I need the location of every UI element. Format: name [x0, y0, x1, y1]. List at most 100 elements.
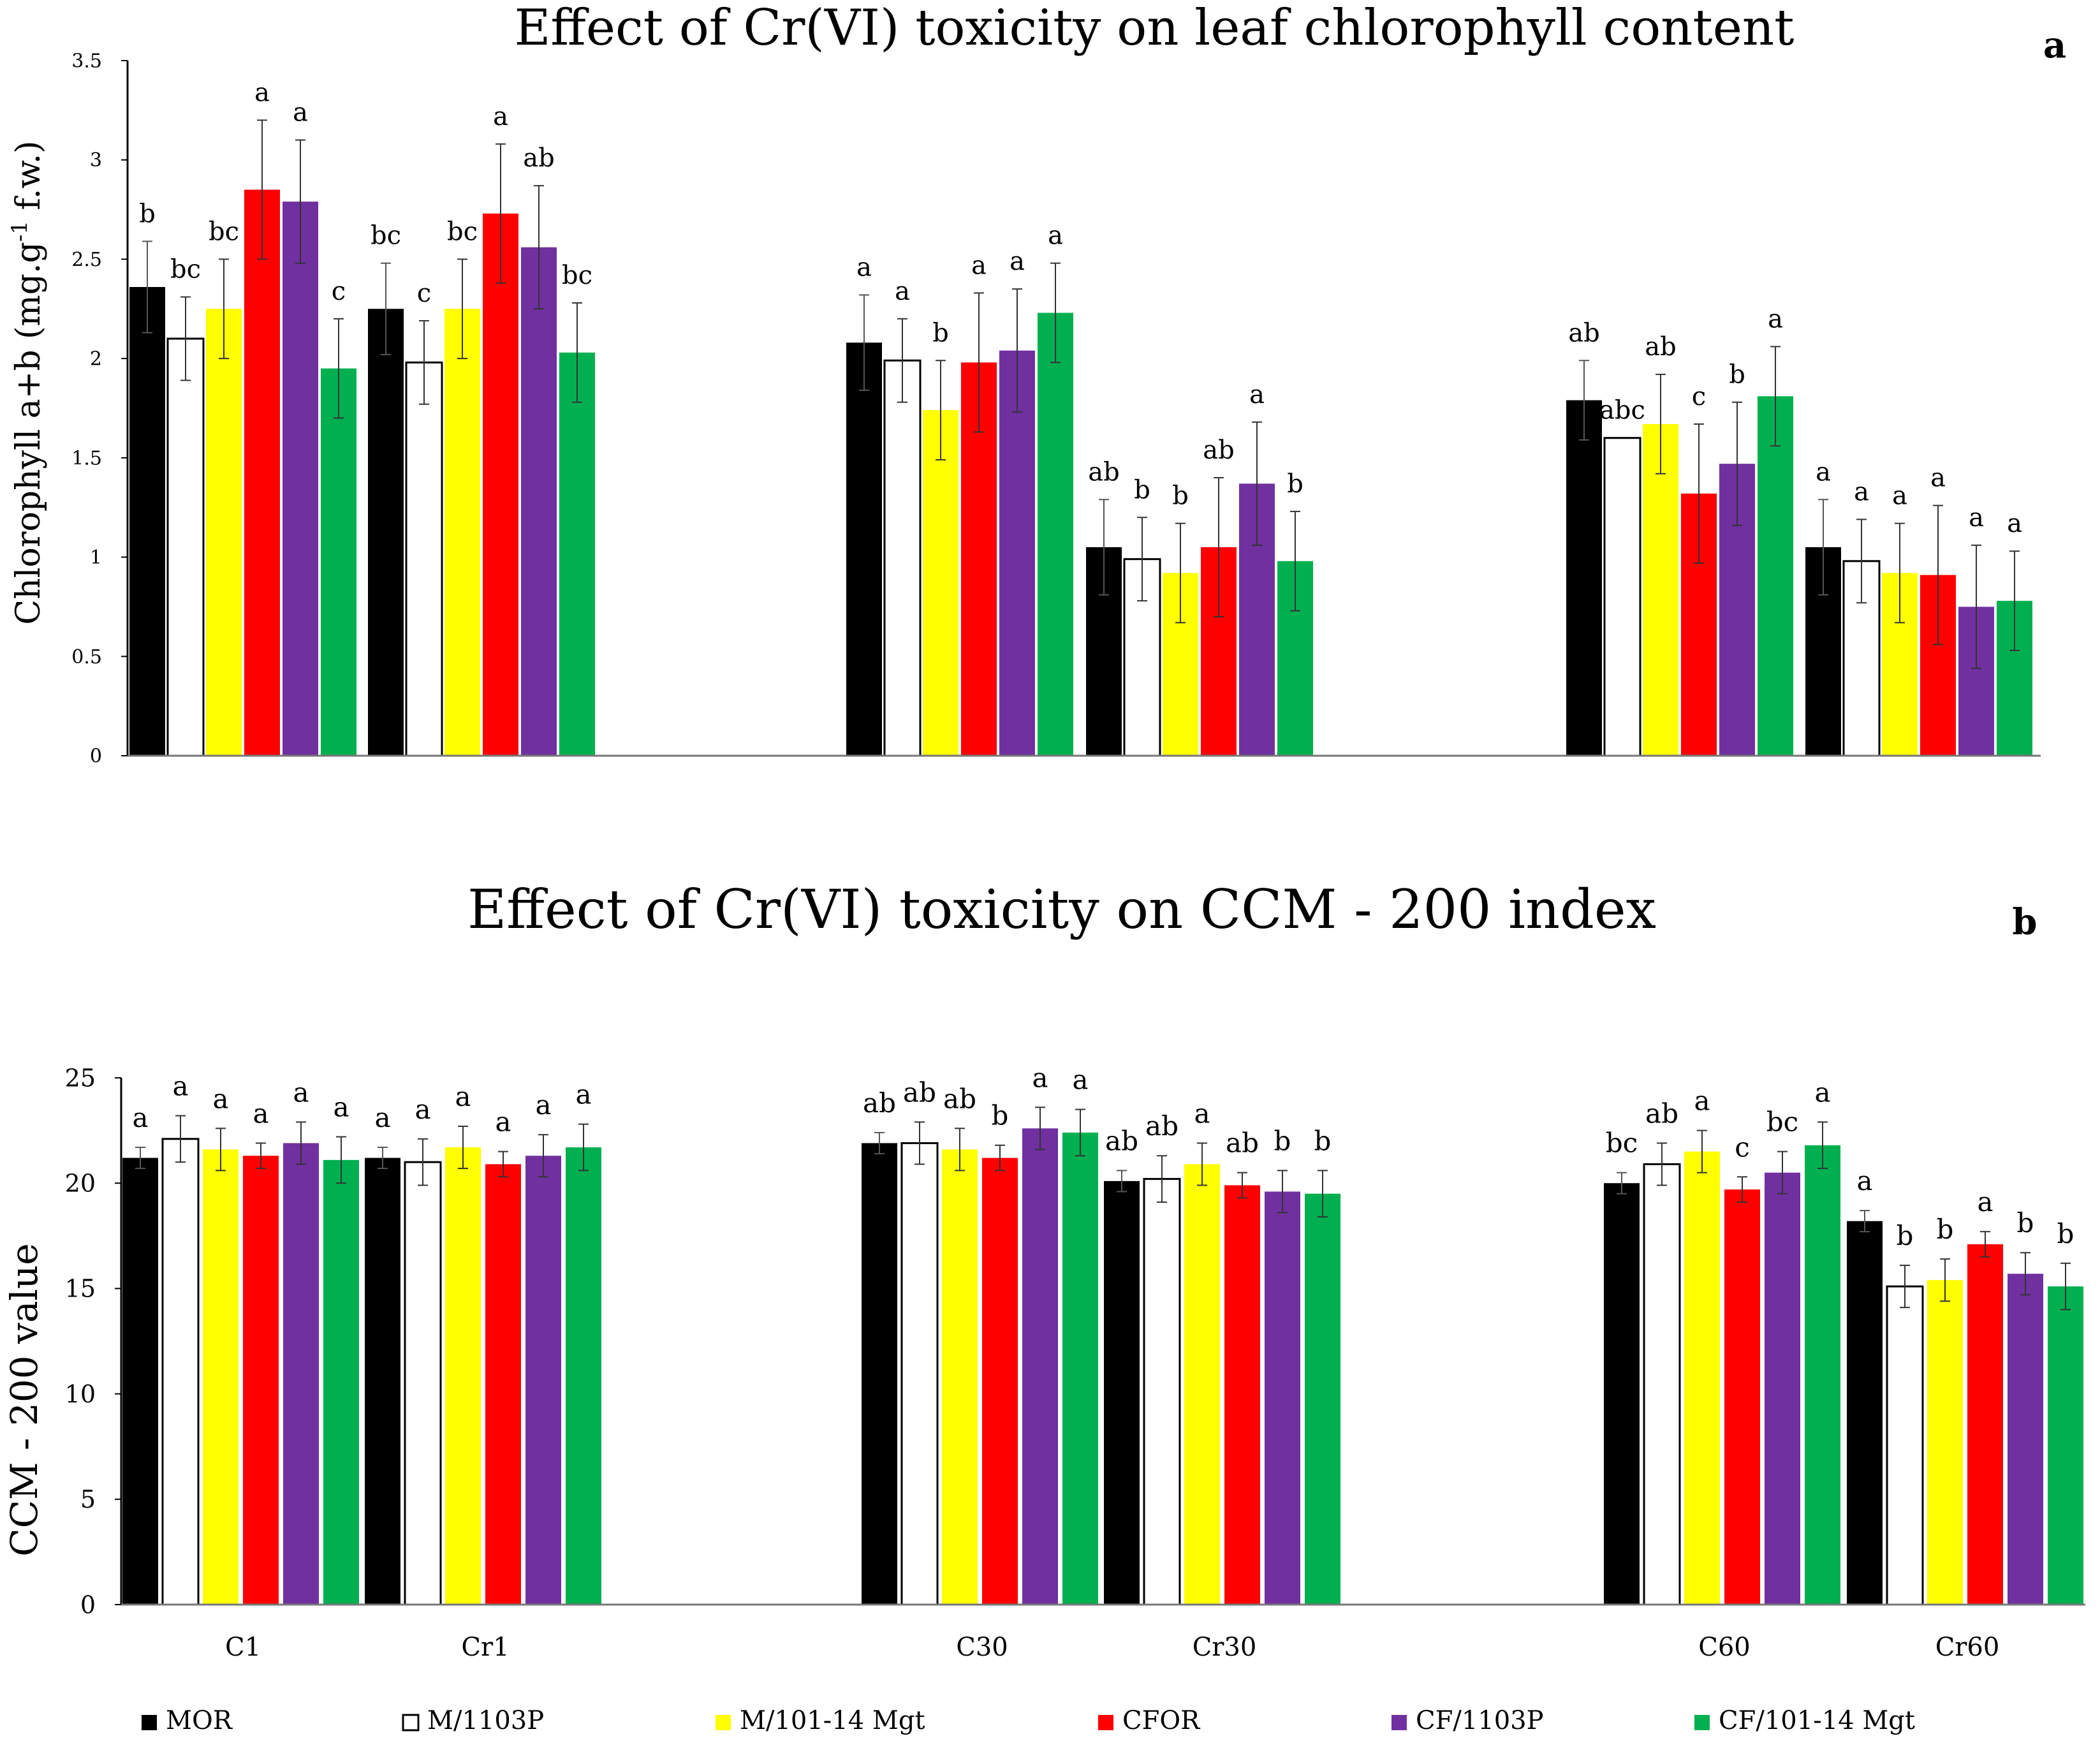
- significance-letter-b-c1-mor: a: [132, 1102, 148, 1133]
- bar-a-c30-cf-1103p: [999, 350, 1035, 756]
- significance-letter-b-cr30-mor: ab: [1105, 1125, 1138, 1156]
- y-tick-label-b: 0: [80, 1591, 96, 1619]
- bar-b-cr30-cfor: [1224, 1185, 1260, 1605]
- significance-letter-b-cr30-cfor: ab: [1226, 1128, 1259, 1159]
- bar-b-cr30-mor: [1104, 1180, 1140, 1605]
- y-axis-label-a: Chlorophyll a+b (mg.g-1 f.w.): [7, 140, 48, 624]
- y-tick-label-a: 3: [90, 149, 102, 172]
- legend-label-m-101-14-mgt: M/101-14 Mgt: [740, 1706, 925, 1735]
- significance-letter-a-c30-mor: a: [856, 253, 872, 282]
- bar-a-c1-m-101-14-mgt: [206, 309, 242, 756]
- significance-letter-b-cr1-cf-101-14-mgt: a: [575, 1079, 591, 1110]
- category-label-c1: C1: [225, 1633, 261, 1662]
- significance-letter-a-cr60-m-1103p: a: [1854, 477, 1869, 506]
- significance-letter-a-c60-m-1103p: abc: [1599, 396, 1645, 425]
- significance-letter-b-cr30-cf-101-14-mgt: b: [1314, 1125, 1332, 1156]
- bar-b-cr30-cf-101-14-mgt: [1305, 1193, 1340, 1605]
- legend-label-cf-1103p: CF/1103P: [1416, 1706, 1544, 1735]
- significance-letter-a-c30-m-1103p: a: [895, 277, 910, 306]
- significance-letter-b-c60-cf-1103p: bc: [1766, 1107, 1798, 1138]
- significance-letter-a-c1-m-1103p: bc: [170, 255, 201, 284]
- significance-letter-a-cr30-cf-101-14-mgt: b: [1287, 469, 1303, 499]
- significance-letter-a-cr30-m-1103p: b: [1134, 475, 1150, 504]
- significance-letter-a-cr60-cf-101-14-mgt: a: [2007, 509, 2022, 538]
- category-label-cr60: Cr60: [1935, 1633, 2000, 1662]
- significance-letter-a-cr60-cfor: a: [1930, 464, 1946, 493]
- significance-letter-b-cr1-m-1103p: a: [415, 1094, 430, 1125]
- bar-a-c1-cf-1103p: [283, 202, 318, 756]
- y-tick-label-b: 15: [65, 1275, 96, 1303]
- legend-swatch-cf-101-14-mgt: [1694, 1715, 1710, 1730]
- significance-letter-a-c30-m-101-14-mgt: b: [932, 318, 949, 348]
- y-tick-label-a: 0.5: [71, 646, 102, 668]
- significance-letter-a-c30-cf-101-14-mgt: a: [1048, 221, 1063, 251]
- bar-b-c60-m-1103p: [1643, 1163, 1681, 1606]
- significance-letter-a-c60-cfor: c: [1692, 382, 1706, 411]
- bar-b-c1-m-101-14-mgt: [203, 1149, 239, 1605]
- significance-letter-a-c60-cf-101-14-mgt: a: [1768, 304, 1783, 334]
- significance-letter-a-cr1-mor: bc: [371, 221, 401, 251]
- significance-letter-b-c30-m-1103p: ab: [903, 1077, 936, 1108]
- significance-letter-a-c30-cfor: a: [971, 251, 987, 280]
- panel-label-b: b: [2012, 901, 2037, 943]
- legend-label-cf-101-14-mgt: CF/101-14 Mgt: [1719, 1706, 1915, 1735]
- category-label-c30: C30: [956, 1633, 1008, 1662]
- bar-b-c1-cf-101-14-mgt: [323, 1159, 359, 1605]
- significance-letter-b-c30-mor: ab: [863, 1087, 896, 1119]
- bar-a-cr60-m-1103p: [1842, 560, 1881, 757]
- bar-a-c60-m-1103p: [1603, 437, 1641, 757]
- significance-letter-a-cr1-cf-1103p: ab: [523, 143, 554, 173]
- panel-label-a: a: [2043, 24, 2066, 66]
- significance-letter-a-c30-cf-1103p: a: [1010, 247, 1025, 276]
- bar-b-c30-cfor: [982, 1158, 1018, 1605]
- significance-letter-b-c60-cf-101-14-mgt: a: [1814, 1077, 1830, 1108]
- significance-letter-b-cr1-m-101-14-mgt: a: [455, 1081, 471, 1112]
- bar-b-cr1-cf-101-14-mgt: [566, 1147, 601, 1605]
- bar-b-cr30-m-101-14-mgt: [1184, 1164, 1220, 1605]
- bar-a-c1-cfor: [244, 189, 280, 756]
- significance-letter-a-c1-cf-1103p: a: [293, 98, 308, 128]
- significance-letter-a-c60-m-101-14-mgt: ab: [1645, 332, 1676, 362]
- significance-letter-a-cr1-m-101-14-mgt: bc: [447, 217, 478, 246]
- bar-b-c1-cfor: [243, 1156, 279, 1605]
- bar-b-cr60-m-101-14-mgt: [1927, 1280, 1963, 1605]
- significance-letter-a-cr60-m-101-14-mgt: a: [1892, 482, 1907, 511]
- significance-letter-a-cr1-cfor: a: [493, 102, 508, 131]
- significance-letter-b-cr60-cf-101-14-mgt: b: [2057, 1218, 2074, 1249]
- category-label-cr30: Cr30: [1193, 1633, 1257, 1662]
- bar-b-cr60-mor: [1847, 1221, 1883, 1605]
- legend-swatch-cf-1103p: [1391, 1715, 1407, 1730]
- significance-letter-b-c1-cfor: a: [253, 1098, 268, 1129]
- bar-a-c30-mor: [846, 342, 882, 756]
- significance-letter-b-c30-cf-101-14-mgt: a: [1072, 1064, 1088, 1096]
- significance-letter-b-cr1-cfor: a: [495, 1107, 511, 1138]
- bar-b-c60-cf-1103p: [1765, 1172, 1800, 1605]
- significance-letter-b-c60-m-101-14-mgt: a: [1694, 1085, 1710, 1117]
- significance-letter-b-cr30-cf-1103p: b: [1274, 1125, 1291, 1156]
- bar-b-cr1-mor: [365, 1158, 400, 1605]
- legend-swatch-m-1103p: [402, 1714, 420, 1732]
- significance-letter-a-cr30-mor: ab: [1088, 457, 1119, 487]
- legend-swatch-cfor: [1098, 1715, 1113, 1730]
- bar-a-c30-m-101-14-mgt: [923, 410, 958, 756]
- category-label-c60: C60: [1698, 1633, 1751, 1662]
- significance-letter-a-c1-cfor: a: [254, 78, 270, 107]
- y-tick-label-b: 25: [65, 1064, 96, 1092]
- legend-label-cfor: CFOR: [1122, 1706, 1201, 1735]
- bar-a-c1-cf-101-14-mgt: [321, 368, 356, 756]
- y-tick-label-b: 10: [65, 1380, 96, 1408]
- significance-letter-b-cr60-cf-1103p: b: [2017, 1207, 2034, 1239]
- significance-letter-a-cr30-m-101-14-mgt: b: [1172, 482, 1189, 511]
- bar-b-c60-m-101-14-mgt: [1684, 1151, 1720, 1605]
- legend-swatch-m-101-14-mgt: [716, 1715, 731, 1730]
- chart-panel-b: Effect of Cr(VI) toxicity on CCM - 200 i…: [3, 878, 2085, 1662]
- bar-b-cr1-m-101-14-mgt: [445, 1147, 481, 1605]
- category-label-cr1: Cr1: [461, 1633, 509, 1662]
- bar-b-cr1-cf-1103p: [525, 1156, 561, 1605]
- significance-letter-b-c1-cf-101-14-mgt: a: [333, 1092, 349, 1123]
- significance-letter-b-cr60-mor: a: [1856, 1165, 1872, 1196]
- y-tick-label-b: 20: [65, 1170, 96, 1198]
- bar-b-c30-m-101-14-mgt: [942, 1149, 978, 1605]
- significance-letter-a-c1-cf-101-14-mgt: c: [332, 277, 346, 306]
